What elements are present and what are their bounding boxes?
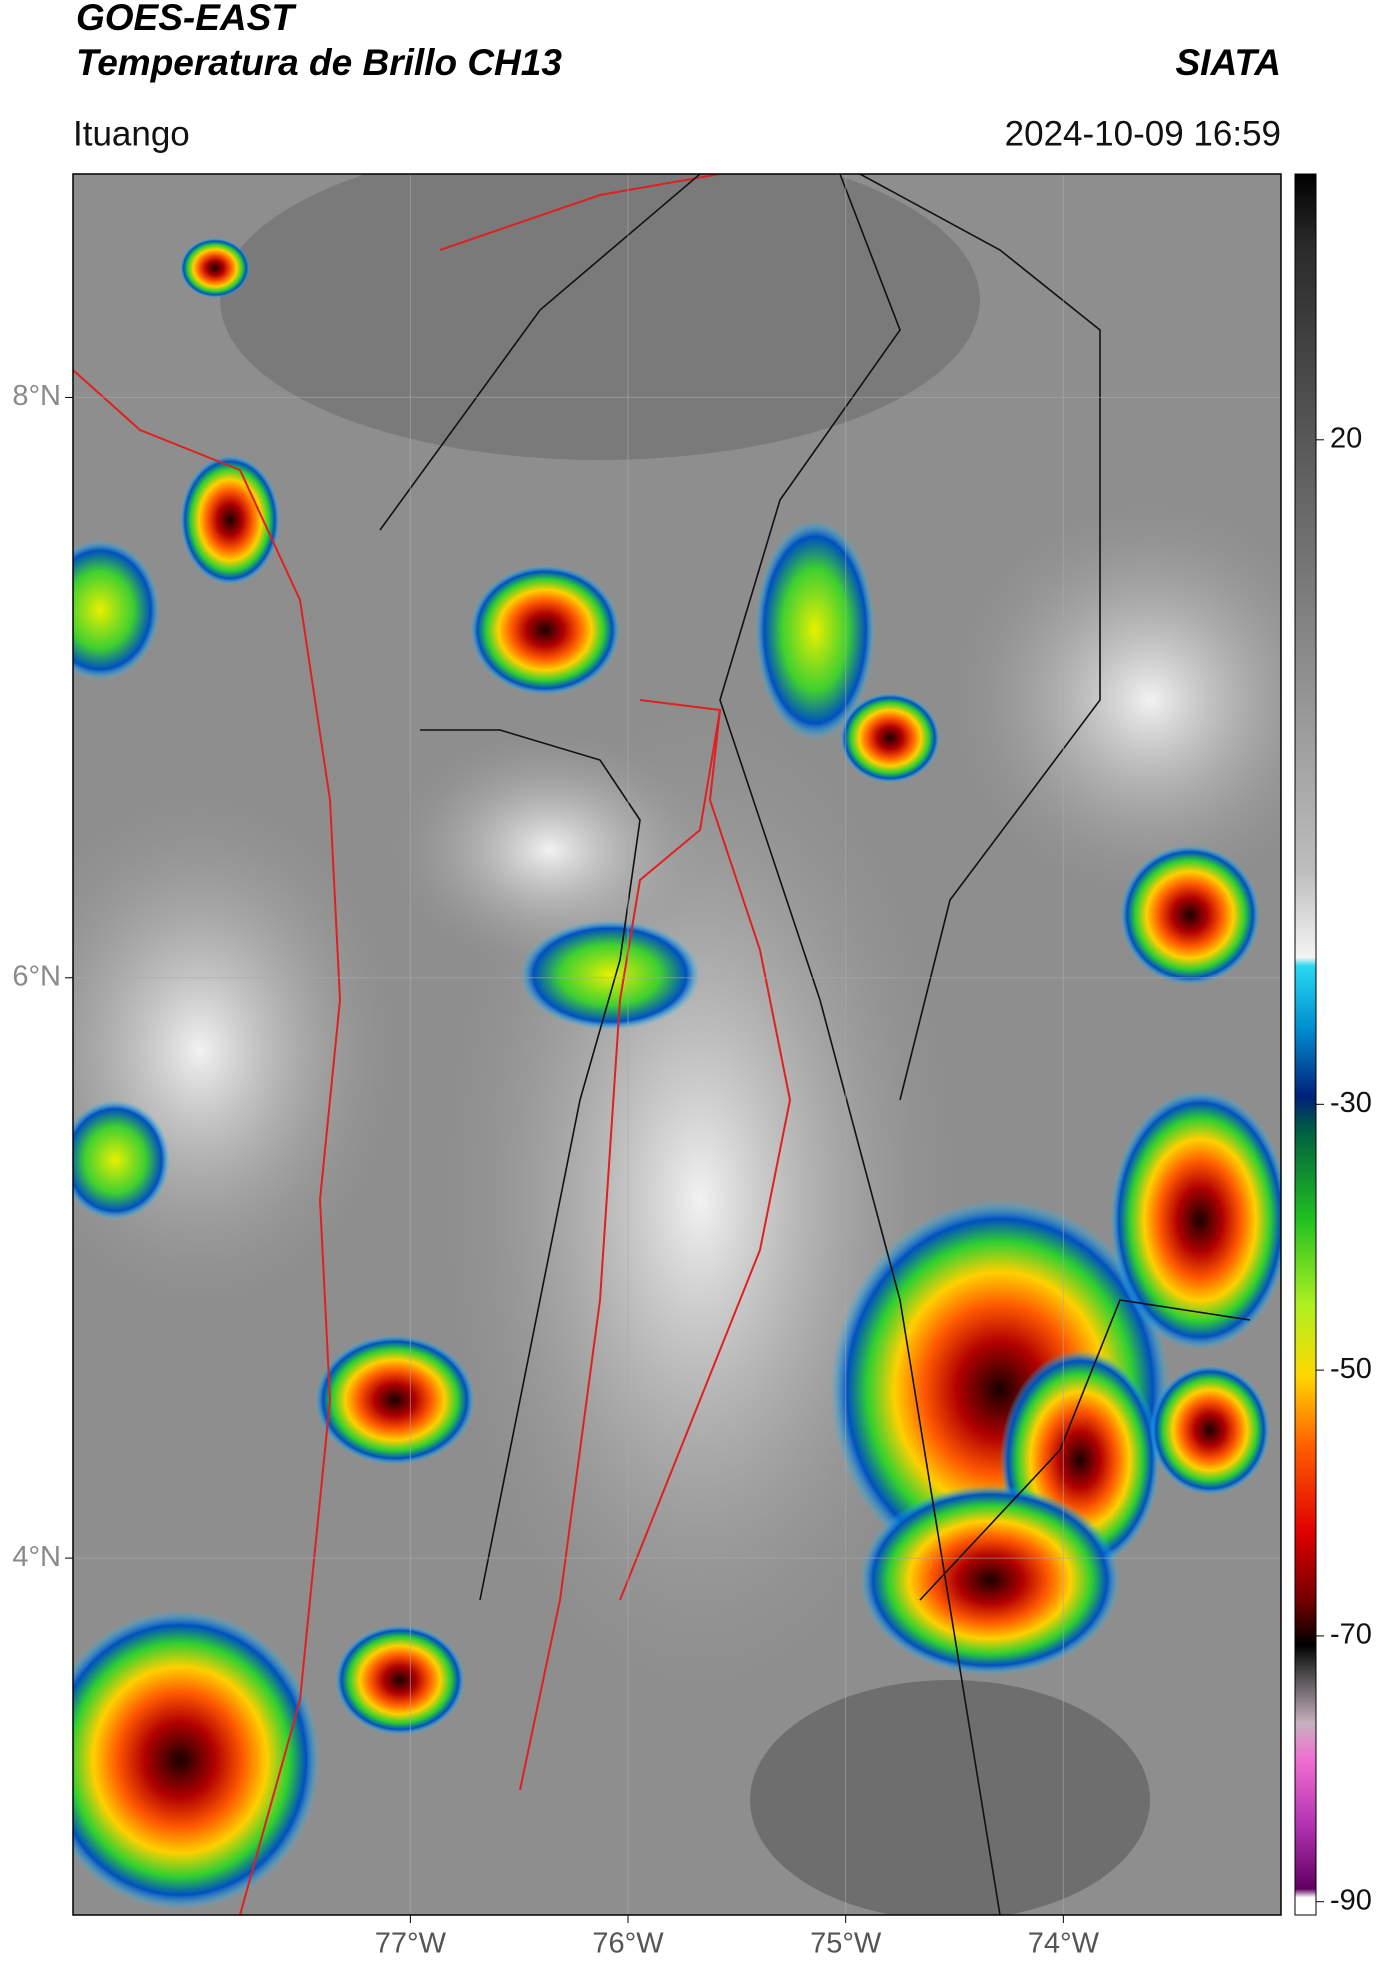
x-tick-label: 76°W [592, 1928, 664, 1960]
colorbar-tick-label: -30 [1330, 1087, 1372, 1119]
y-tick-label: 8°N [12, 380, 61, 412]
colorbar-tick-label: -90 [1330, 1884, 1372, 1916]
datetime: 2024-10-09 16:59 [1005, 114, 1281, 153]
x-tick-label: 77°W [375, 1928, 447, 1960]
x-tick-label: 75°W [810, 1928, 882, 1960]
organization: SIATA [1175, 42, 1281, 83]
colorbar [1294, 173, 1317, 1916]
map-image [73, 174, 1281, 1915]
satellite-title: GOES-EAST [76, 0, 297, 38]
location: Ituango [73, 114, 190, 153]
colorbar-tick-label: -70 [1330, 1619, 1372, 1651]
graticule [73, 174, 1281, 1915]
y-tick-label: 6°N [12, 960, 61, 992]
colorbar-tick-label: -50 [1330, 1353, 1372, 1385]
map-frame [72, 173, 1282, 1916]
x-tick-label: 74°W [1028, 1928, 1100, 1960]
y-tick-label: 4°N [12, 1541, 61, 1573]
product-title: Temperatura de Brillo CH13 [76, 42, 562, 83]
colorbar-tick-label: 20 [1330, 422, 1362, 454]
